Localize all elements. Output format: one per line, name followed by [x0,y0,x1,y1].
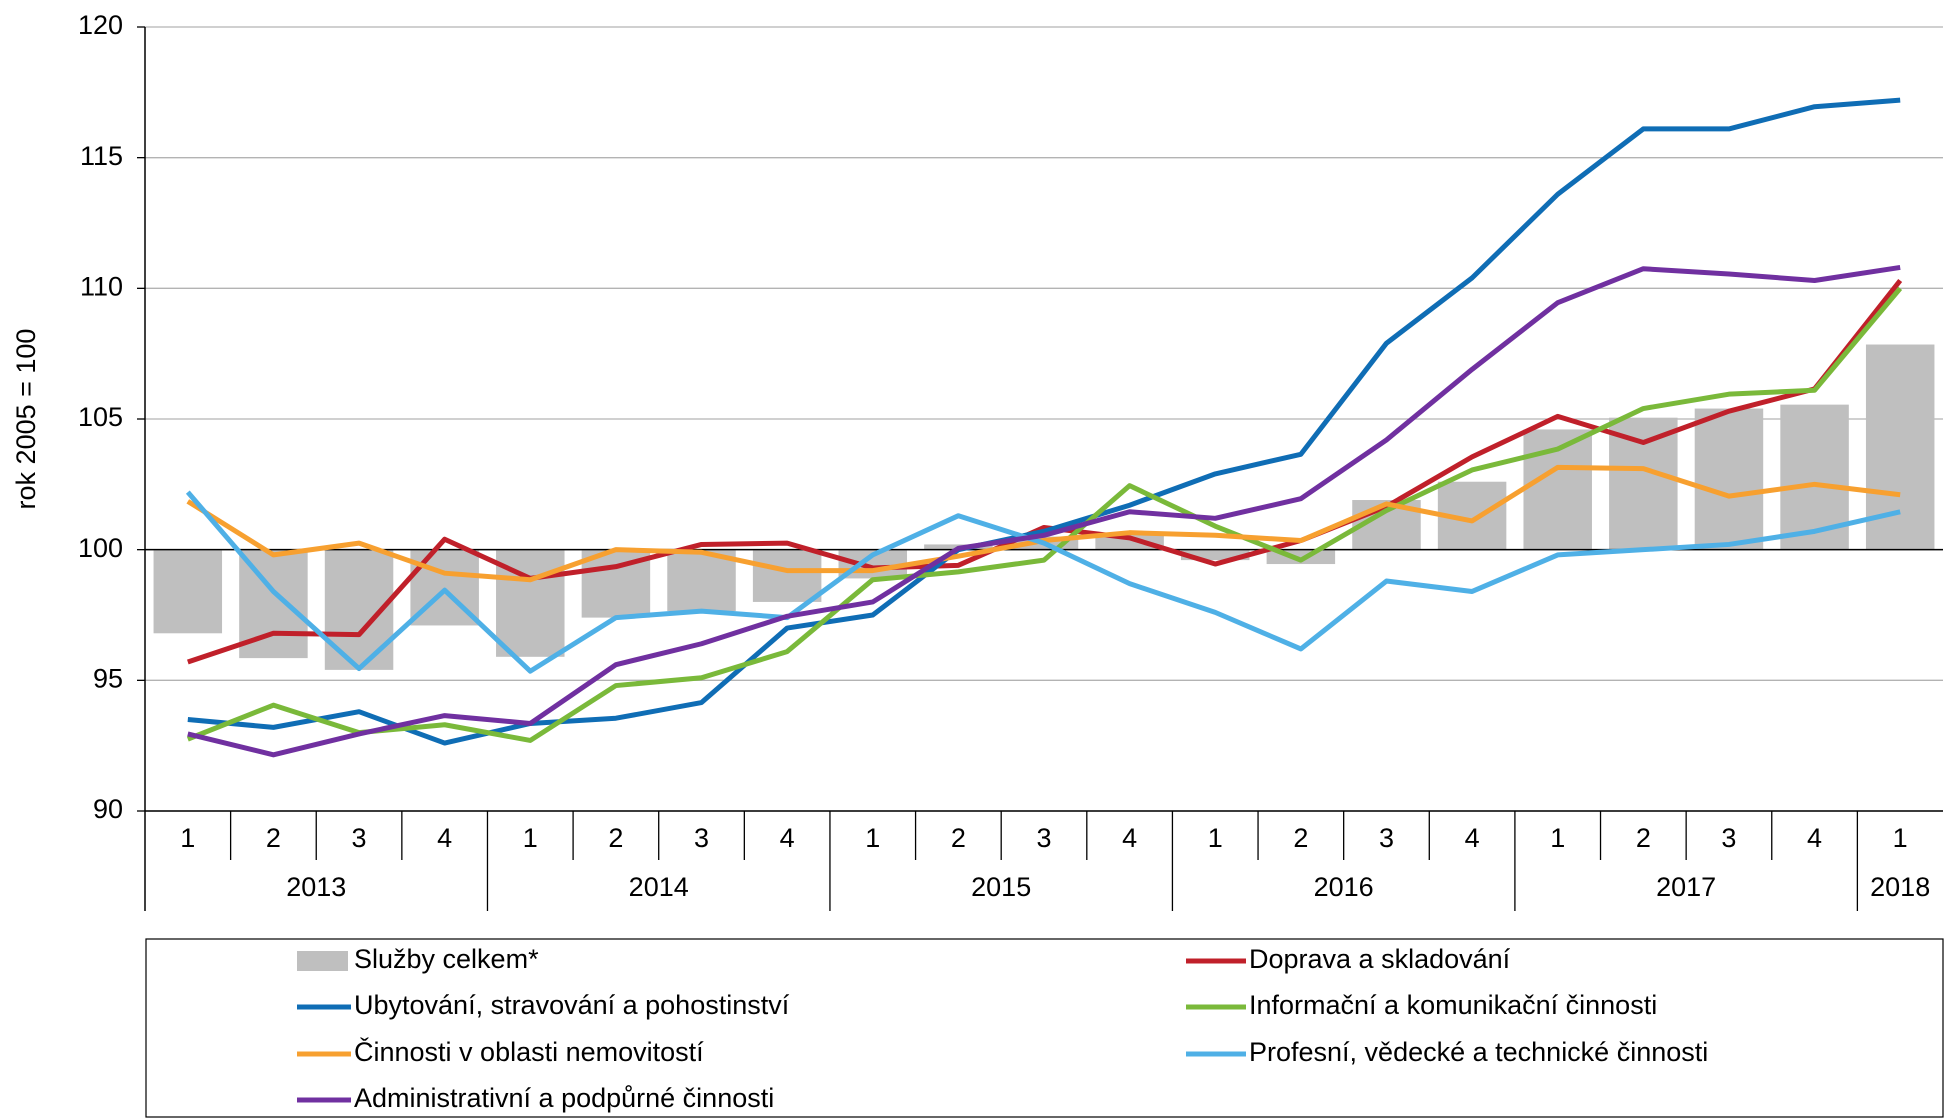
legend-box [145,938,1944,1118]
x-tick-label: 3 [1036,823,1051,853]
x-group-label: 2014 [629,872,689,902]
y-tick-label: 90 [93,794,123,824]
bar [153,549,223,634]
x-tick-label: 4 [1465,823,1480,853]
y-tick-label: 95 [93,663,123,693]
legend-label: Profesní, vědecké a technické činnosti [1249,1037,1708,1067]
x-tick-label: 1 [523,823,538,853]
x-tick-label: 2 [951,823,966,853]
x-tick-label: 4 [1807,823,1822,853]
legend-label: Informační a komunikační činnosti [1249,990,1657,1020]
legend-swatch [297,951,348,971]
x-tick-label: 1 [1893,823,1908,853]
x-tick-label: 3 [1379,823,1394,853]
x-group-label: 2017 [1656,872,1716,902]
bar [1694,408,1764,550]
line [187,278,1903,665]
line [187,264,1901,758]
x-tick-label: 2 [608,823,623,853]
legend-label: Doprava a skladování [1249,944,1511,974]
line [186,286,1903,743]
x-tick-label: 3 [1721,823,1736,853]
x-tick-label: 2 [1636,823,1651,853]
y-tick-label: 120 [78,10,123,40]
y-axis-label: rok 2005 = 100 [11,329,41,510]
bar [752,549,822,602]
legend-label: Ubytování, stravování a pohostinství [354,990,790,1020]
line [185,490,1901,674]
x-tick-label: 1 [180,823,195,853]
y-tick-label: 105 [78,402,123,432]
x-group-label: 2018 [1870,872,1930,902]
x-tick-label: 1 [865,823,880,853]
x-tick-label: 4 [1122,823,1137,853]
x-group-label: 2013 [286,872,346,902]
legend-label: Administrativní a podpůrné činnosti [354,1083,774,1113]
x-tick-label: 1 [1208,823,1223,853]
legend-label: Služby celkem* [354,944,539,974]
x-tick-label: 4 [780,823,795,853]
y-tick-label: 100 [78,533,123,563]
x-tick-label: 3 [352,823,367,853]
legend-label: Činnosti v oblasti nemovitostí [354,1036,704,1067]
x-group-label: 2016 [1314,872,1374,902]
bar [1609,417,1678,550]
x-tick-label: 4 [437,823,452,853]
x-tick-label: 3 [694,823,709,853]
line [187,97,1901,746]
y-tick-label: 110 [80,271,123,301]
x-group-label: 2015 [971,872,1031,902]
bar [1180,549,1250,561]
x-tick-label: 2 [1293,823,1308,853]
bar [667,549,736,612]
x-tick-label: 1 [1550,823,1565,853]
x-tick-label: 2 [266,823,281,853]
y-tick-label: 115 [80,141,123,171]
